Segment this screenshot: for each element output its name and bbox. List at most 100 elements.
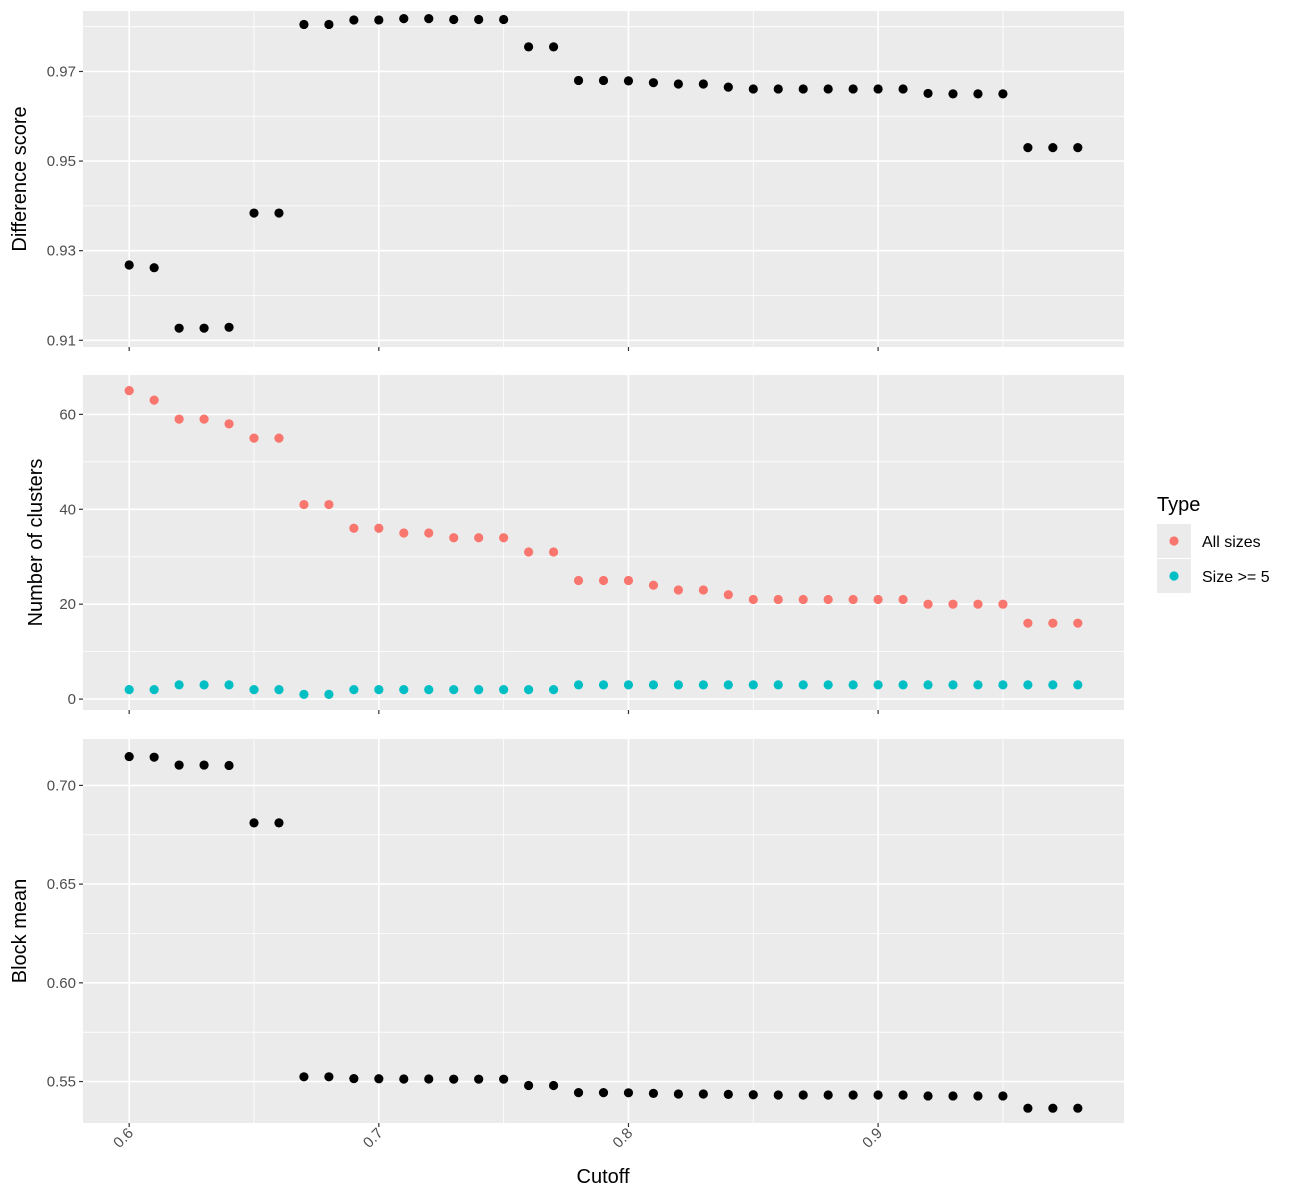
data-point bbox=[698, 680, 708, 690]
y-tick-label: 0.65 bbox=[47, 876, 76, 893]
data-point bbox=[548, 42, 559, 52]
data-point bbox=[773, 680, 783, 690]
data-point bbox=[499, 684, 509, 695]
data-point bbox=[873, 594, 883, 605]
data-point bbox=[474, 14, 484, 25]
data-point bbox=[1048, 618, 1058, 628]
data-point bbox=[374, 1074, 384, 1084]
x-axis-title: Cutoff bbox=[577, 1166, 630, 1188]
data-point bbox=[249, 684, 259, 695]
data-point bbox=[524, 547, 534, 557]
data-point bbox=[1048, 1103, 1058, 1113]
panel-background bbox=[83, 739, 1124, 1123]
data-point bbox=[174, 680, 184, 690]
data-point bbox=[474, 533, 484, 543]
legend-key-size-5 bbox=[1169, 571, 1179, 581]
legend-key-all-sizes bbox=[1169, 536, 1179, 546]
data-point bbox=[324, 499, 334, 510]
data-point bbox=[1073, 618, 1083, 628]
data-point bbox=[623, 1088, 634, 1098]
data-point bbox=[449, 1074, 459, 1084]
data-point bbox=[923, 680, 933, 690]
legend-title: Type bbox=[1157, 494, 1200, 516]
y-tick-label: 0.70 bbox=[47, 777, 76, 794]
data-point bbox=[199, 323, 209, 333]
panel-number-of-clusters: 0 20 40 60 Number of clusters bbox=[25, 375, 1124, 714]
data-point bbox=[399, 14, 409, 24]
x-tick-label: 0.6 bbox=[110, 1125, 137, 1152]
y-tick-label: 0.97 bbox=[47, 63, 76, 80]
data-point bbox=[823, 1090, 833, 1100]
data-point bbox=[174, 760, 184, 770]
y-tick-label: 0.91 bbox=[47, 332, 76, 349]
data-point bbox=[499, 533, 509, 543]
data-point bbox=[873, 1090, 883, 1100]
data-point bbox=[798, 594, 808, 605]
data-point bbox=[948, 1091, 958, 1101]
data-point bbox=[224, 419, 234, 429]
data-point bbox=[548, 1080, 559, 1091]
data-point bbox=[349, 15, 359, 25]
data-point bbox=[374, 523, 384, 533]
data-point bbox=[299, 1072, 309, 1082]
data-point bbox=[573, 1087, 584, 1098]
data-point bbox=[823, 84, 833, 94]
data-point bbox=[524, 1080, 534, 1091]
data-point bbox=[548, 684, 559, 695]
data-point bbox=[948, 89, 958, 99]
data-point bbox=[149, 752, 159, 762]
data-point bbox=[449, 533, 459, 543]
data-point bbox=[524, 42, 534, 52]
data-point bbox=[723, 680, 733, 690]
data-point bbox=[1073, 143, 1083, 153]
series-number-of-clusters-all-sizes bbox=[124, 386, 1083, 628]
data-point bbox=[598, 575, 609, 586]
data-point bbox=[723, 82, 733, 92]
data-point bbox=[399, 1074, 409, 1084]
data-point bbox=[499, 14, 509, 25]
data-point bbox=[648, 680, 659, 690]
data-point bbox=[748, 680, 758, 690]
y-axis-title-number-of-clusters: Number of clusters bbox=[25, 459, 47, 627]
y-tick-label: 60 bbox=[59, 406, 76, 423]
data-point bbox=[623, 76, 634, 86]
legend-label-size-5: Size >= 5 bbox=[1202, 569, 1270, 586]
data-point bbox=[399, 528, 409, 538]
data-point bbox=[274, 433, 284, 443]
data-point bbox=[723, 590, 733, 600]
data-point bbox=[673, 585, 683, 595]
x-tick-label: 0.7 bbox=[360, 1125, 387, 1152]
data-point bbox=[898, 1090, 908, 1100]
data-point bbox=[548, 547, 559, 557]
data-point bbox=[673, 1089, 683, 1099]
legend: Type All sizes Size >= 5 bbox=[1157, 494, 1270, 593]
data-point bbox=[224, 680, 234, 690]
data-point bbox=[224, 322, 234, 332]
data-point bbox=[973, 1091, 983, 1101]
data-point bbox=[598, 1087, 609, 1098]
data-point bbox=[224, 760, 234, 771]
data-point bbox=[623, 680, 634, 690]
data-point bbox=[449, 14, 459, 25]
data-point bbox=[848, 680, 858, 690]
data-point bbox=[1023, 1103, 1033, 1113]
data-point bbox=[349, 684, 359, 695]
data-point bbox=[948, 599, 958, 609]
data-point bbox=[573, 680, 584, 690]
data-point bbox=[474, 684, 484, 695]
data-point bbox=[424, 1074, 434, 1084]
data-point bbox=[1023, 618, 1033, 628]
data-point bbox=[848, 1090, 858, 1100]
data-point bbox=[124, 684, 134, 695]
y-tick-label: 0.60 bbox=[47, 975, 76, 992]
data-point bbox=[648, 78, 659, 88]
data-point bbox=[274, 684, 284, 695]
series-difference-score-series-0 bbox=[124, 14, 1083, 333]
panel-background bbox=[83, 11, 1124, 347]
data-point bbox=[698, 1089, 708, 1099]
data-point bbox=[349, 523, 359, 533]
x-tick-labels: 0.6 0.7 0.8 0.9 bbox=[110, 1125, 886, 1152]
data-point bbox=[848, 594, 858, 605]
data-point bbox=[424, 684, 434, 695]
data-point bbox=[923, 1091, 933, 1101]
